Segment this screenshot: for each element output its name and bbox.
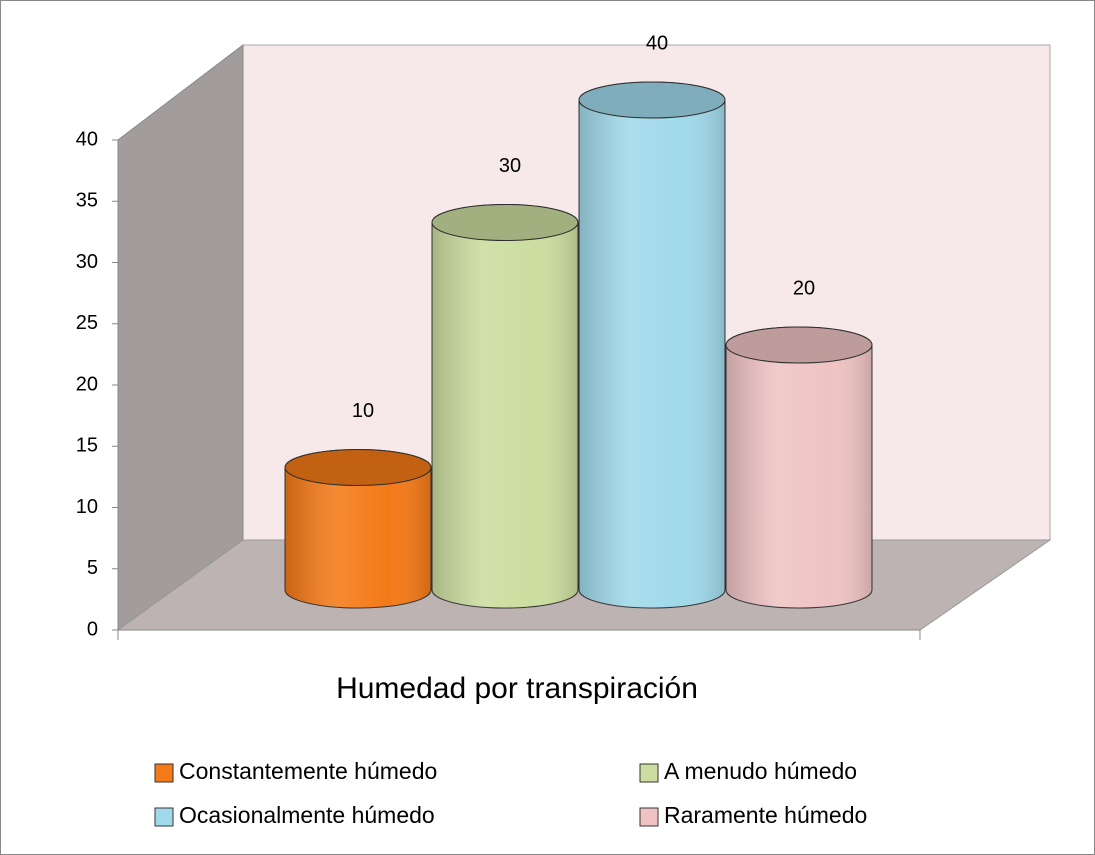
legend-swatch xyxy=(639,763,659,783)
legend-swatch xyxy=(154,763,174,783)
data-label: 20 xyxy=(793,277,815,299)
y-tick-label: 30 xyxy=(76,251,98,273)
cylinder-top-shade xyxy=(285,449,431,486)
legend-label: Raramente húmedo xyxy=(664,802,867,828)
legend-label: Constantemente húmedo xyxy=(179,758,437,784)
legend-swatch xyxy=(154,807,174,827)
cylinder-top xyxy=(284,449,432,486)
data-label: 40 xyxy=(646,32,668,54)
cylinder-shade xyxy=(579,82,725,608)
side-wall xyxy=(117,43,244,631)
y-tick-label: 40 xyxy=(76,128,98,150)
legend-swatch xyxy=(639,807,659,827)
cylinder-shade xyxy=(432,204,578,609)
y-tick-label: 15 xyxy=(76,435,98,457)
data-label: 30 xyxy=(499,155,521,177)
cylinder-shade xyxy=(726,327,872,608)
y-tick-label: 5 xyxy=(87,557,98,579)
cylinder-top-shade xyxy=(726,327,872,363)
y-tick-label: 20 xyxy=(76,373,98,395)
cylinder-top xyxy=(578,81,726,119)
cylinder-top xyxy=(431,204,579,241)
legend-label: A menudo húmedo xyxy=(664,758,857,784)
cylinder-shade xyxy=(285,449,431,608)
cylinder-top xyxy=(725,326,873,364)
y-tick-label: 0 xyxy=(87,618,98,640)
x-axis-label: Humedad por transpiración xyxy=(336,672,698,705)
y-tick-label: 35 xyxy=(76,190,98,212)
y-tick-label: 25 xyxy=(76,312,98,334)
cylinder-top-shade xyxy=(579,82,725,118)
legend-label: Ocasionalmente húmedo xyxy=(179,802,435,828)
cylinder-top-shade xyxy=(432,204,578,241)
y-tick-label: 10 xyxy=(76,496,98,518)
data-label: 10 xyxy=(352,400,374,422)
